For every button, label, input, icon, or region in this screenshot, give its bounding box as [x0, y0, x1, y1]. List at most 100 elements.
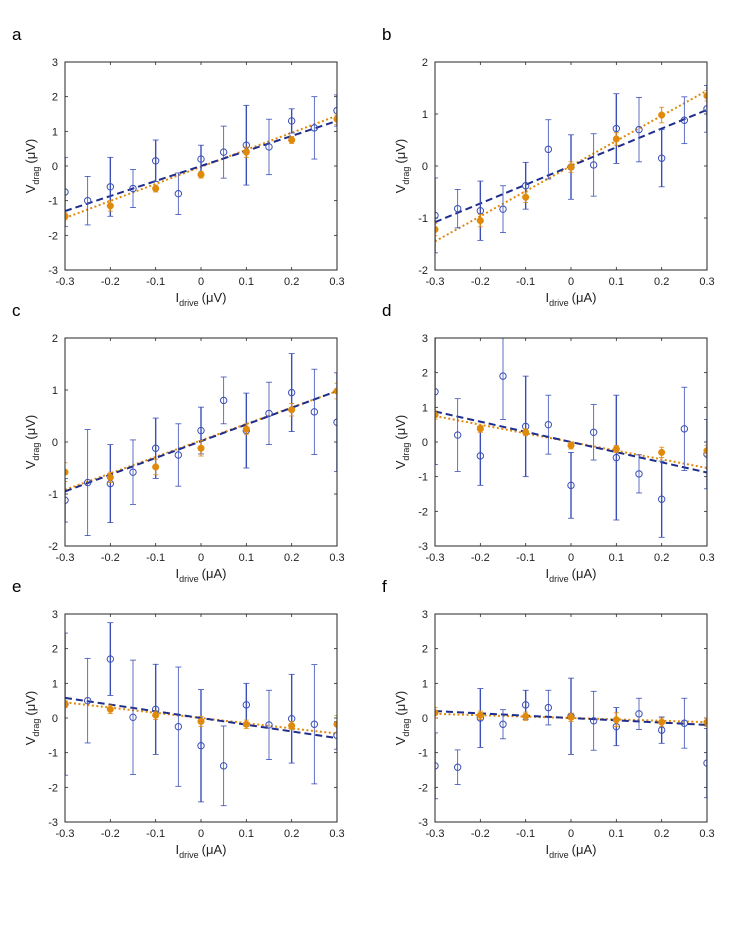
y-axis-label-main: V	[393, 736, 408, 745]
y-axis-label-unit: (μV)	[393, 415, 408, 440]
x-axis-label-main: I	[176, 566, 180, 581]
x-axis-label: Idrive (μV)	[176, 290, 227, 308]
y-tick-label: -2	[418, 265, 428, 277]
panel-letter: c	[12, 301, 21, 320]
orange-data-point	[197, 717, 205, 726]
x-axis-label-unit: (μA)	[202, 566, 227, 581]
x-tick-label: -0.2	[101, 552, 120, 564]
blue-data-point	[174, 722, 183, 731]
y-axis-label: Vdrag (μV)	[393, 139, 411, 194]
x-tick-label: -0.2	[471, 276, 490, 288]
blue-data-point	[265, 143, 273, 151]
blue-data-point	[65, 496, 69, 504]
plot-area	[65, 622, 337, 807]
orange-data-point	[476, 425, 484, 433]
orange-data-point	[152, 463, 160, 471]
blue-data-point	[635, 710, 643, 718]
x-tick-label: 0.1	[609, 276, 624, 288]
y-tick-label: 0	[422, 161, 428, 173]
y-tick-label: -1	[48, 196, 58, 208]
orange-data-point	[703, 718, 707, 726]
blue-data-point	[544, 420, 553, 429]
panel-b: b -0.3 -0.2 -0.1 0 0.1 0.2 0.3 -2 -1 0 1 2 Idrive (μA)…	[382, 25, 715, 308]
blue-data-point	[310, 124, 319, 132]
x-tick-label: -0.3	[426, 552, 445, 564]
x-tick-label: 0	[198, 552, 204, 564]
orange-data-point	[152, 184, 160, 193]
blue-data-point	[453, 431, 462, 439]
x-tick-label: 0	[198, 276, 204, 288]
y-tick-label: 1	[52, 678, 58, 690]
panel-letter: d	[382, 301, 391, 320]
orange-data-point	[522, 428, 530, 436]
x-tick-label: 0.2	[654, 828, 669, 840]
y-tick-label: 1	[422, 402, 428, 414]
y-tick-label: 0	[52, 161, 58, 173]
orange-data-point	[703, 92, 707, 100]
orange-data-point	[106, 202, 114, 210]
y-axis-label: Vdrag (μV)	[23, 415, 41, 470]
x-axis-label: Idrive (μA)	[546, 290, 597, 308]
y-axis-label-sub: drag	[31, 167, 41, 185]
blue-data-point	[521, 182, 530, 190]
blue-data-point	[499, 720, 507, 728]
blue-data-point	[287, 117, 296, 125]
y-tick-label: -2	[48, 230, 58, 242]
blue-data-point	[219, 762, 228, 770]
x-axis-label-main: I	[546, 566, 550, 581]
blue-data-point	[435, 388, 439, 396]
orange-data-point	[612, 716, 620, 724]
y-tick-label: 2	[422, 368, 428, 380]
orange-data-point	[567, 441, 575, 450]
x-tick-label: 0.3	[329, 552, 344, 564]
x-tick-label: 0.3	[699, 276, 714, 288]
orange-data-point	[567, 713, 575, 721]
orange-data-point	[333, 387, 337, 395]
y-tick-label: 2	[52, 92, 58, 104]
orange-data-point	[288, 722, 296, 730]
blue-data-point	[265, 721, 273, 729]
orange-data-point	[288, 406, 296, 414]
axes-box	[64, 337, 338, 547]
x-axis-label-unit: (μV)	[202, 290, 227, 305]
y-tick-label: 3	[422, 609, 428, 621]
orange-data-point	[242, 148, 250, 156]
blue-data-point	[612, 124, 621, 133]
blue-data-point	[174, 451, 183, 459]
x-tick-label: -0.3	[426, 828, 445, 840]
y-axis-label-main: V	[23, 460, 38, 469]
x-axis-label-main: I	[176, 842, 180, 857]
y-axis-label-unit: (μV)	[23, 415, 38, 440]
y-tick-label: -1	[418, 748, 428, 760]
orange-data-point	[106, 473, 114, 481]
blue-data-point	[657, 726, 666, 734]
panel-letter: f	[382, 577, 387, 596]
y-tick-label: 2	[52, 333, 58, 345]
x-axis-label-sub: drive	[179, 574, 199, 584]
blue-data-point	[129, 713, 137, 722]
y-tick-label: 2	[422, 644, 428, 656]
blue-data-point	[287, 388, 296, 397]
orange-data-point	[152, 711, 160, 719]
y-tick-label: 3	[52, 57, 58, 69]
blue-data-point	[310, 408, 319, 416]
x-axis-label: Idrive (μA)	[176, 842, 227, 860]
x-tick-label: 0.1	[239, 276, 254, 288]
orange-data-point	[658, 448, 666, 456]
blue-data-point	[453, 763, 462, 771]
x-tick-label: 0.3	[699, 828, 714, 840]
blue-data-point	[106, 183, 115, 191]
y-axis-label-main: V	[23, 736, 38, 745]
y-axis-label-unit: (μV)	[23, 691, 38, 716]
blue-data-point	[435, 211, 439, 220]
y-tick-label: 1	[52, 126, 58, 138]
axes-box	[434, 61, 708, 271]
y-tick-label: 2	[52, 644, 58, 656]
blue-data-point	[680, 116, 689, 124]
axes-box	[434, 337, 708, 547]
orange-fit-line	[435, 415, 707, 469]
y-tick-label: 1	[422, 678, 428, 690]
y-axis-label: Vdrag (μV)	[23, 139, 41, 194]
orange-data-point	[522, 193, 530, 201]
